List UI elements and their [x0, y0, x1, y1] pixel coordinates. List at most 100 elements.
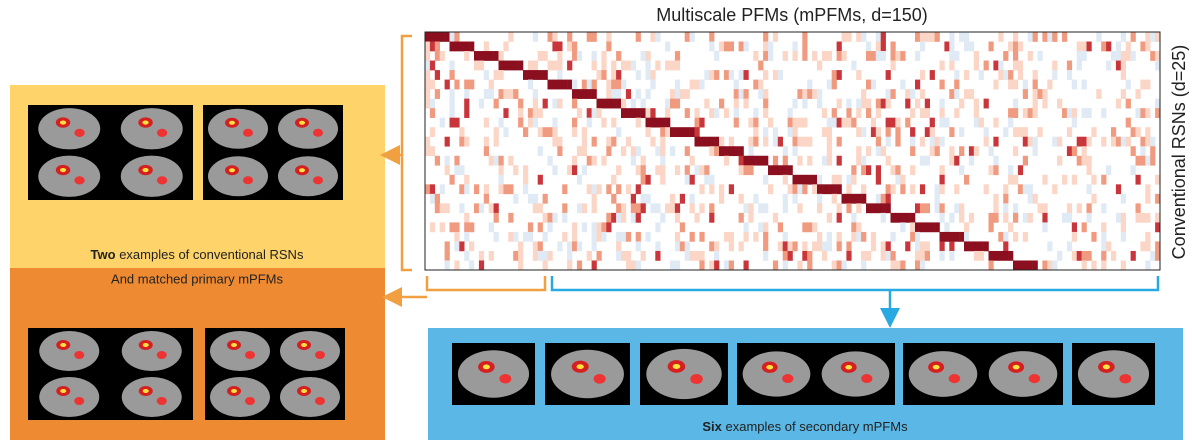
heatmap-cell	[748, 156, 753, 166]
heatmap-cell	[1136, 156, 1141, 166]
heatmap-cell	[949, 156, 954, 166]
heatmap-cell	[925, 127, 930, 137]
heatmap-cell	[606, 184, 611, 194]
heatmap-cell	[1008, 80, 1013, 90]
row-label: Conventional RSNs (d=25)	[1169, 45, 1189, 260]
heatmap-cell	[866, 251, 871, 261]
heatmap-cell	[445, 80, 450, 90]
heatmap-cell	[817, 241, 822, 251]
secondary-caption: Six examples of secondary mPFMs	[702, 419, 908, 434]
heatmap-cell	[484, 51, 489, 61]
heatmap-cell	[753, 108, 758, 118]
heatmap-cell	[1087, 156, 1092, 166]
heatmap-cell	[479, 203, 484, 213]
heatmap-cell	[920, 32, 925, 42]
heatmap-cell	[1052, 61, 1057, 71]
heatmap-cell	[802, 137, 807, 147]
heatmap-cell	[528, 222, 533, 232]
heatmap-cell	[954, 232, 959, 242]
heatmap-cell	[1101, 232, 1106, 242]
heatmap-cell	[954, 80, 959, 90]
heatmap-cell	[690, 175, 695, 185]
heatmap-cell	[964, 32, 969, 42]
heatmap-cell	[959, 232, 964, 242]
heatmap-cell	[881, 194, 886, 204]
heatmap-cell	[1057, 156, 1062, 166]
heatmap-cell	[714, 51, 719, 61]
heatmap-cell	[665, 42, 670, 52]
heatmap-cell	[949, 89, 954, 99]
heatmap-cell	[503, 61, 508, 71]
heatmap-cell	[729, 241, 734, 251]
heatmap-cell	[935, 32, 940, 42]
heatmap-cell	[513, 194, 518, 204]
heatmap-cell	[842, 194, 847, 204]
heatmap-cell	[793, 99, 798, 109]
heatmap-cell	[925, 108, 930, 118]
heatmap-cell	[572, 156, 577, 166]
heatmap-cell	[1008, 222, 1013, 232]
heatmap-cell	[881, 51, 886, 61]
heatmap-cell	[435, 194, 440, 204]
heatmap-cell	[538, 222, 543, 232]
heatmap-cell	[998, 70, 1003, 80]
heatmap-cell	[1087, 108, 1092, 118]
heatmap-cell	[577, 241, 582, 251]
heatmap-cell	[699, 165, 704, 175]
heatmap-cell	[469, 260, 474, 270]
heatmap-cell	[597, 222, 602, 232]
heatmap-cell	[1116, 51, 1121, 61]
heatmap-cell	[567, 165, 572, 175]
heatmap-cell	[915, 260, 920, 270]
heatmap-cell	[763, 127, 768, 137]
heatmap-cell	[557, 146, 562, 156]
heatmap-cell	[1057, 251, 1062, 261]
heatmap-cell	[646, 89, 651, 99]
heatmap-cell	[567, 61, 572, 71]
heatmap-cell	[1018, 42, 1023, 52]
heatmap-cell	[1023, 127, 1028, 137]
heatmap-cell	[1033, 137, 1038, 147]
heatmap-cell	[513, 232, 518, 242]
heatmap-cell	[905, 213, 910, 223]
heatmap-cell	[611, 194, 616, 204]
heatmap-cell	[552, 32, 557, 42]
heatmap-cell	[1145, 80, 1150, 90]
heatmap-cell	[655, 118, 660, 128]
heatmap-cell	[940, 118, 945, 128]
heatmap-cell	[1087, 203, 1092, 213]
heatmap-cell	[489, 251, 494, 261]
heatmap-cell	[1096, 32, 1101, 42]
heatmap-cell	[876, 137, 881, 147]
heatmap-cell	[881, 42, 886, 52]
heatmap-cell	[1131, 127, 1136, 137]
heatmap-cell	[940, 137, 945, 147]
heatmap-cell	[1121, 89, 1126, 99]
bottom-bracket-primary	[427, 276, 545, 290]
heatmap-cell	[577, 108, 582, 118]
heatmap-cell	[582, 127, 587, 137]
heatmap-cell	[611, 137, 616, 147]
heatmap-cell	[592, 241, 597, 251]
brain	[38, 156, 100, 197]
heatmap-cell	[979, 251, 984, 261]
heatmap-cell	[567, 241, 572, 251]
heatmap-cell	[454, 118, 459, 128]
heatmap-cell	[631, 61, 636, 71]
heatmap-cell	[881, 32, 886, 42]
heatmap-cell	[660, 156, 665, 166]
heatmap-cell	[763, 89, 768, 99]
heatmap-cell	[479, 260, 484, 270]
heatmap-cell	[1140, 80, 1145, 90]
heatmap-cell	[459, 137, 464, 147]
heatmap-cell	[577, 260, 582, 270]
heatmap-cell	[739, 146, 744, 156]
heatmap-cell	[518, 241, 523, 251]
heatmap-cell	[744, 70, 749, 80]
brain	[989, 351, 1058, 397]
heatmap-cell	[856, 70, 861, 80]
heatmap-cell	[1072, 222, 1077, 232]
heatmap-cell	[695, 251, 700, 261]
heatmap-cell	[949, 51, 954, 61]
heatmap-cell	[905, 241, 910, 251]
